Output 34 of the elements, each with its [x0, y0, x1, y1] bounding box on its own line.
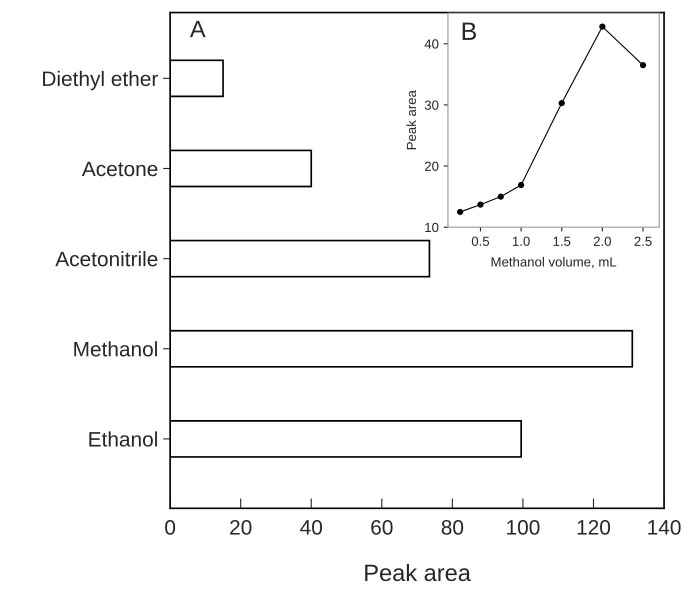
y-tick-label: Acetone [82, 162, 158, 176]
point [498, 194, 504, 200]
point [477, 201, 484, 208]
x-tick-label: 100 [507, 520, 540, 535]
x-axis-title: Peak area [365, 564, 471, 582]
point [640, 62, 646, 68]
y-tick-label: 40 [424, 39, 438, 49]
y-tick-label: Methanol [74, 341, 157, 357]
x-tick-label: 0.5 [472, 236, 490, 246]
point [558, 100, 565, 106]
annotation: B [462, 22, 476, 40]
x-tick-label: 60 [371, 520, 393, 535]
x-tick-label: 20 [230, 520, 252, 535]
y-tick-label: Acetonitrile [55, 251, 158, 266]
y-tick-label: 20 [424, 162, 438, 171]
x-tick-label: 80 [442, 520, 464, 535]
x-tick-label: 0 [165, 520, 176, 535]
x-tick-label: 1.0 [512, 236, 530, 246]
y-tick-label: Ethanol [89, 431, 157, 447]
annotation: A [190, 20, 206, 38]
y-tick-label: 30 [424, 100, 438, 110]
y-axis-title: Peak area [406, 90, 416, 150]
x-axis-title: Methanol volume, mL [492, 256, 616, 268]
x-tick-label: 120 [578, 520, 610, 535]
x-tick-label: 2.0 [594, 236, 612, 246]
x-tick-label: 40 [300, 520, 322, 535]
point [599, 23, 606, 30]
point [518, 182, 524, 188]
x-tick-label: 140 [648, 520, 681, 535]
x-tick-label: 1.5 [554, 236, 570, 246]
y-tick-label: 10 [425, 222, 438, 232]
point [457, 208, 464, 216]
x-tick-label: 2.5 [634, 236, 652, 246]
y-tick-label: Diethyl ether [43, 70, 158, 90]
